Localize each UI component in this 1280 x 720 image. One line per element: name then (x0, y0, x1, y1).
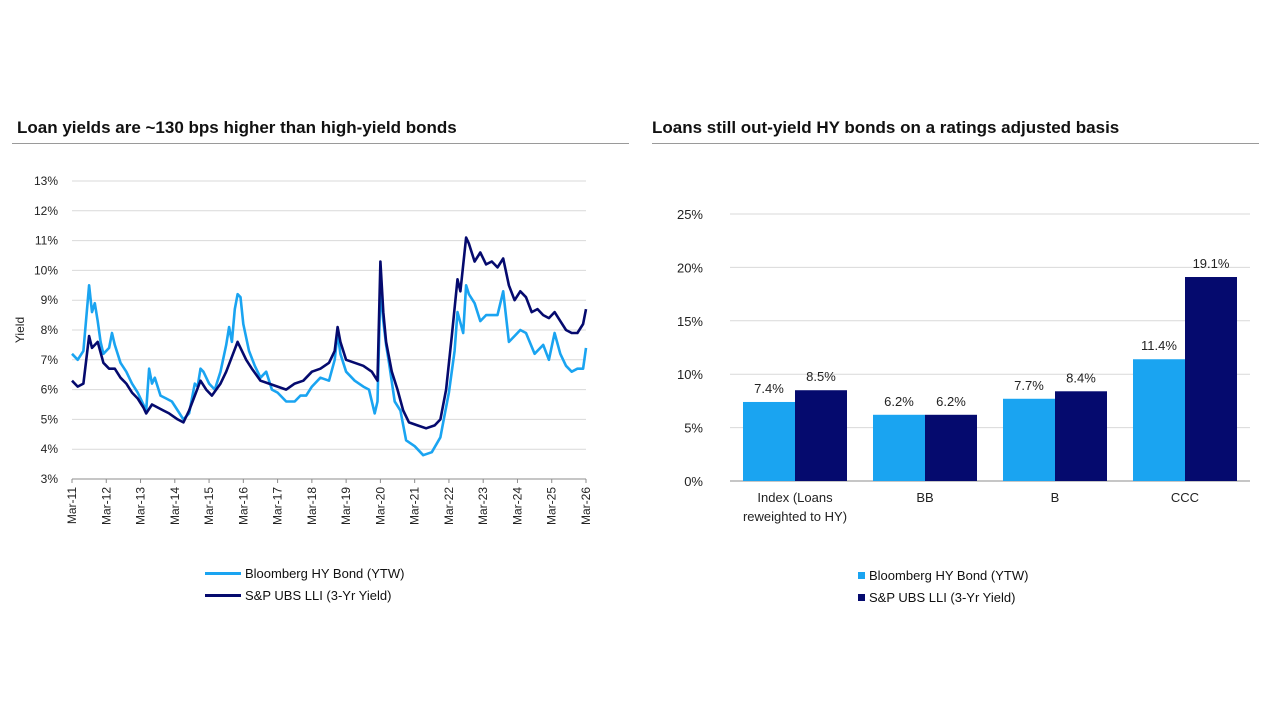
x-tick-label: Mar-14 (168, 487, 182, 525)
y-tick-label: 5% (684, 421, 703, 436)
y-tick-label: 3% (41, 472, 59, 486)
x-tick-label: Mar-25 (545, 487, 559, 525)
x-tick-label: Mar-17 (271, 487, 285, 525)
legend-item-lli: S&P UBS LLI (3-Yr Yield) (858, 586, 1028, 608)
x-tick-label: Mar-26 (579, 487, 593, 525)
y-tick-label: 9% (41, 293, 59, 307)
y-tick-label: 5% (41, 412, 59, 426)
y-tick-label: 7% (41, 353, 59, 367)
y-tick-label: 12% (34, 204, 58, 218)
x-tick-label: Mar-20 (373, 487, 387, 525)
bar-lli (1055, 391, 1107, 481)
bar-hy (1133, 359, 1185, 481)
x-tick-label: Mar-22 (442, 487, 456, 525)
x-tick-label: Mar-16 (236, 487, 250, 525)
y-tick-label: 15% (677, 314, 703, 329)
legend-item-lli: S&P UBS LLI (3-Yr Yield) (205, 584, 404, 606)
x-tick-label: CCC (1171, 490, 1199, 505)
bar-lli (1185, 277, 1237, 481)
data-label: 7.4% (754, 381, 784, 396)
legend-item-hy: Bloomberg HY Bond (YTW) (205, 562, 404, 584)
y-tick-label: 25% (677, 207, 703, 222)
x-tick-label: B (1051, 490, 1060, 505)
x-tick-label: Mar-23 (476, 487, 490, 525)
legend-box-lli (858, 593, 865, 601)
bar-hy (873, 414, 925, 481)
x-tick-label: Mar-21 (408, 487, 422, 525)
data-label: 8.4% (1066, 370, 1096, 385)
bar-hy (1003, 398, 1055, 481)
legend-item-hy: Bloomberg HY Bond (YTW) (858, 564, 1028, 586)
line-chart-legend: Bloomberg HY Bond (YTW) S&P UBS LLI (3-Y… (205, 562, 404, 606)
y-tick-label: 11% (35, 234, 58, 248)
x-tick-label: Mar-12 (99, 487, 113, 525)
y-tick-label: 0% (684, 474, 703, 489)
bar-chart-title: Loans still out-yield HY bonds on a rati… (652, 118, 1120, 137)
legend-line-lli (205, 593, 241, 597)
line-chart-title: Loan yields are ~130 bps higher than hig… (17, 118, 457, 137)
y-tick-label: 4% (41, 442, 59, 456)
line-chart-title-rule (12, 143, 629, 144)
bar-chart: 0% 5% 10% 15% 20% 25% 7.4% 8.5% Index (Loans rewe… (677, 207, 1250, 524)
y-axis-label: Yield (13, 317, 27, 343)
y-tick-label: 20% (677, 260, 703, 275)
data-label: 19.1% (1193, 256, 1230, 271)
bar-chart-title-rule (652, 143, 1259, 144)
bar-chart-panel: Loans still out-yield HY bonds on a rati… (640, 0, 1280, 720)
y-tick-label: 10% (34, 263, 58, 277)
legend-label-lli: S&P UBS LLI (3-Yr Yield) (245, 587, 392, 603)
y-tick-label: 13% (34, 174, 58, 188)
series-line-lli (71, 236, 588, 430)
bar-hy (743, 401, 795, 481)
bar-lli (925, 414, 977, 481)
legend-line-hy (205, 571, 241, 575)
legend-label-hy: Bloomberg HY Bond (YTW) (869, 567, 1029, 583)
x-tick-label: Index (Loans (757, 490, 833, 505)
series-line-hy (71, 284, 588, 457)
line-chart: 3% 4% 5% 6% 7% 8% 9% 10% 11% 12% 13% Mar-11 Mar-12 Ma… (13, 174, 593, 525)
bar-lli (795, 390, 847, 481)
data-label: 7.7% (1014, 378, 1044, 393)
legend-label-lli: S&P UBS LLI (3-Yr Yield) (869, 589, 1016, 605)
legend-label-hy: Bloomberg HY Bond (YTW) (245, 565, 405, 581)
x-tick-label: Mar-24 (510, 487, 524, 525)
data-label: 6.2% (936, 394, 966, 409)
y-tick-label: 6% (41, 383, 59, 397)
data-label: 8.5% (806, 369, 836, 384)
bar-chart-legend: Bloomberg HY Bond (YTW) S&P UBS LLI (3-Y… (858, 564, 1028, 608)
x-tick-label: BB (916, 490, 933, 505)
x-tick-label: Mar-11 (65, 487, 79, 524)
x-tick-label: Mar-19 (339, 487, 353, 525)
data-label: 6.2% (884, 394, 914, 409)
x-tick-label: Mar-18 (305, 487, 319, 525)
line-chart-panel: Loan yields are ~130 bps higher than hig… (12, 118, 629, 606)
legend-box-hy (858, 571, 865, 579)
y-tick-label: 10% (677, 367, 703, 382)
x-tick-label: Mar-15 (202, 487, 216, 525)
y-tick-label: 8% (41, 323, 59, 337)
x-tick-label: reweighted to HY) (743, 509, 847, 524)
data-label: 11.4% (1141, 338, 1177, 353)
x-tick-label: Mar-13 (134, 487, 148, 525)
